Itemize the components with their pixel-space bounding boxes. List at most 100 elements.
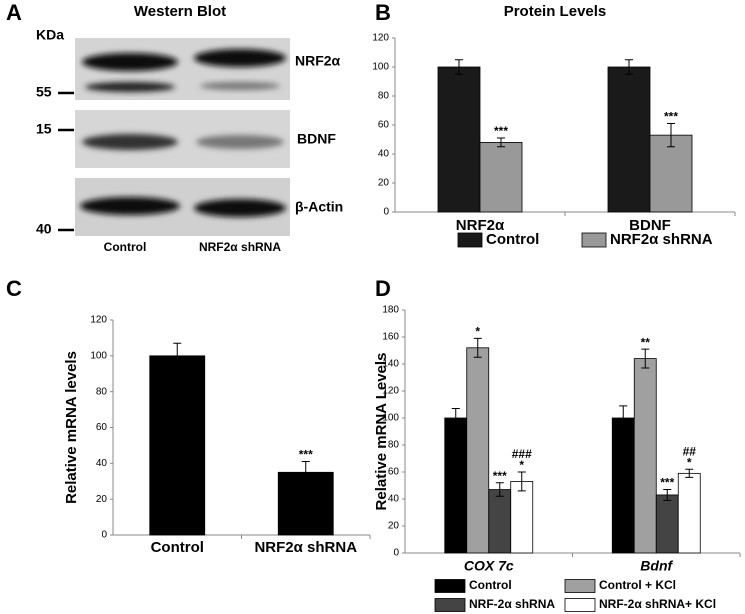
bar bbox=[649, 134, 693, 213]
significance-label: ** bbox=[641, 335, 651, 349]
error-bar bbox=[667, 123, 675, 148]
bar bbox=[607, 66, 651, 213]
significance-label: *** bbox=[660, 476, 674, 490]
y-tick-label: 20 bbox=[378, 178, 390, 189]
blot-unit: KDa bbox=[36, 27, 64, 43]
error-bar bbox=[663, 489, 672, 501]
y-tick-label: 120 bbox=[90, 315, 107, 326]
error-bar bbox=[455, 59, 463, 75]
bar bbox=[466, 347, 490, 554]
y-axis-label: Relative mRNA Levels bbox=[373, 353, 390, 511]
legend-swatch bbox=[581, 232, 607, 248]
bar bbox=[479, 141, 523, 213]
significance-label: *** bbox=[493, 469, 507, 483]
error-bar bbox=[619, 405, 628, 431]
y-tick-label: 40 bbox=[96, 458, 108, 469]
bar bbox=[444, 417, 468, 554]
y-tick-label: 100 bbox=[382, 413, 399, 424]
error-bar bbox=[497, 137, 505, 148]
y-axis-label: Relative mRNA levels bbox=[63, 351, 80, 504]
significance-label: *** bbox=[299, 448, 313, 462]
error-bar bbox=[451, 408, 460, 428]
y-tick-label: 80 bbox=[378, 91, 390, 102]
bar bbox=[677, 472, 701, 554]
y-tick-label: 40 bbox=[378, 149, 390, 160]
bar bbox=[633, 358, 657, 554]
y-tick-label: 60 bbox=[388, 467, 400, 478]
y-tick-label: 20 bbox=[388, 521, 400, 532]
y-tick-label: 0 bbox=[393, 548, 399, 559]
bar bbox=[277, 471, 334, 536]
bar bbox=[488, 489, 512, 554]
legend-swatch bbox=[564, 598, 596, 612]
error-bar bbox=[173, 342, 182, 369]
y-tick-label: 120 bbox=[382, 386, 399, 397]
blot-title: Western Blot bbox=[134, 3, 226, 20]
error-bar bbox=[473, 337, 482, 358]
y-tick-label: 0 bbox=[101, 530, 107, 541]
panel-label: D bbox=[375, 276, 391, 301]
blot-lane-label: NRF2α shRNA bbox=[199, 240, 281, 254]
significance-label: *** bbox=[494, 124, 508, 138]
legend-swatch bbox=[564, 579, 596, 593]
x-tick-label: Control bbox=[151, 539, 204, 556]
y-tick-label: 100 bbox=[90, 350, 107, 361]
y-tick-label: 160 bbox=[382, 332, 399, 343]
x-tick-label: NRF2α shRNA bbox=[254, 539, 357, 556]
x-tick-label: NRF2α bbox=[456, 217, 505, 234]
legend-swatch bbox=[434, 579, 466, 593]
bar bbox=[437, 66, 481, 213]
y-tick-label: 80 bbox=[388, 440, 400, 451]
significance-label: * bbox=[475, 325, 480, 339]
bar bbox=[655, 494, 679, 554]
legend-swatch bbox=[434, 598, 466, 612]
significance-label: ## bbox=[683, 444, 697, 458]
x-tick-label: COX 7c bbox=[464, 558, 514, 574]
significance-label: *** bbox=[664, 110, 678, 124]
error-bar bbox=[517, 471, 526, 492]
error-bar bbox=[625, 59, 633, 75]
blot-marker: 40 bbox=[36, 221, 52, 237]
blot-band-label: β-Actin bbox=[295, 199, 343, 215]
legend-label: Control + KCl bbox=[599, 578, 676, 592]
significance-label: * bbox=[687, 455, 692, 469]
legend-swatch bbox=[457, 232, 483, 248]
y-tick-label: 180 bbox=[382, 305, 399, 316]
blot-marker: 15 bbox=[36, 121, 52, 137]
significance-label: * bbox=[519, 458, 524, 472]
panel-label: C bbox=[6, 276, 22, 301]
bar bbox=[611, 417, 635, 554]
y-tick-label: 0 bbox=[383, 207, 389, 218]
y-tick-label: 100 bbox=[372, 62, 389, 73]
error-bar bbox=[685, 468, 694, 478]
panel-label: A bbox=[6, 0, 22, 25]
legend-label: Control bbox=[486, 231, 539, 248]
y-tick-label: 80 bbox=[96, 386, 108, 397]
y-tick-label: 20 bbox=[96, 494, 108, 505]
blot-marker: 55 bbox=[36, 84, 52, 100]
blot-band-label: BDNF bbox=[297, 131, 336, 147]
error-bar bbox=[495, 482, 504, 497]
blot-band-label: NRF2α bbox=[295, 53, 341, 69]
chart-title: Protein Levels bbox=[504, 3, 607, 20]
significance-label: ### bbox=[512, 447, 532, 461]
x-tick-label: Bdnf bbox=[640, 558, 673, 574]
blot-lane-label: Control bbox=[104, 240, 147, 254]
legend-label: Control bbox=[469, 578, 512, 592]
y-tick-label: 120 bbox=[372, 33, 389, 44]
legend-label: NRF-2α shRNA bbox=[469, 597, 555, 611]
error-bar bbox=[301, 461, 310, 484]
bar bbox=[149, 355, 206, 536]
y-tick-label: 60 bbox=[96, 422, 108, 433]
y-tick-label: 60 bbox=[378, 120, 390, 131]
y-tick-label: 40 bbox=[388, 494, 400, 505]
y-tick-label: 140 bbox=[382, 359, 399, 370]
bar bbox=[510, 481, 534, 554]
x-tick-label: BDNF bbox=[629, 217, 671, 234]
legend-label: NRF2α shRNA bbox=[610, 231, 713, 248]
legend-label: NRF-2α shRNA+ KCl bbox=[599, 597, 716, 611]
panel-label: B bbox=[375, 0, 391, 25]
blot-strips bbox=[58, 38, 290, 236]
